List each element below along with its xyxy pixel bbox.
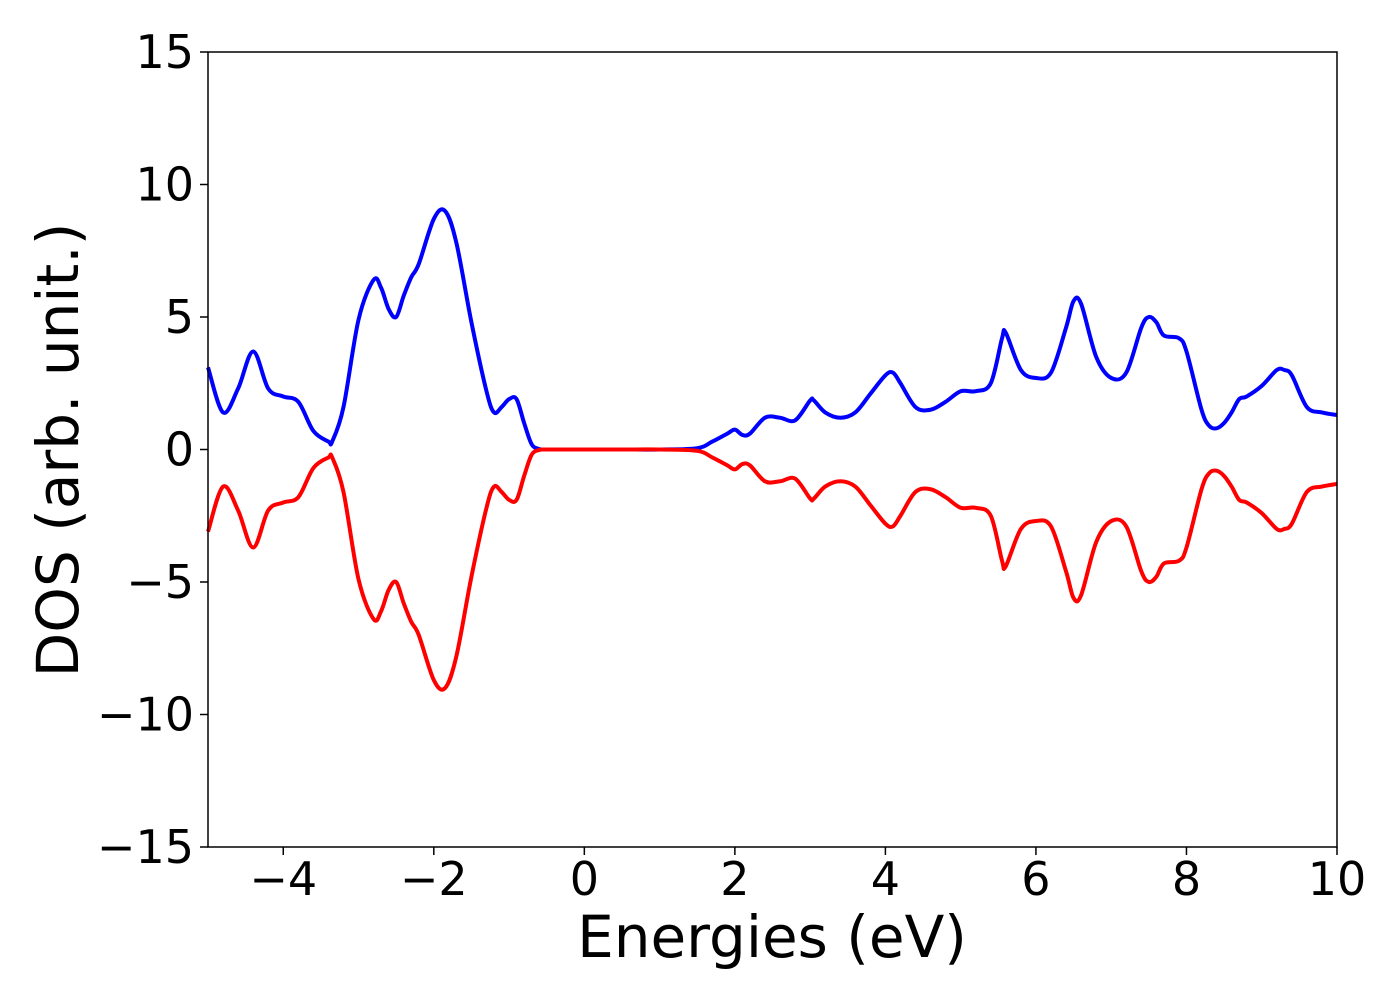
x-tick-label: 6 xyxy=(1021,852,1050,906)
x-axis: −4 −2 0 2 4 6 8 10 xyxy=(249,847,1366,906)
x-tick-label: 4 xyxy=(871,852,900,906)
y-axis: −15 −10 −5 0 5 10 15 xyxy=(97,25,208,874)
y-tick-label: 0 xyxy=(165,423,194,477)
plot-frame xyxy=(207,51,1338,848)
y-tick-label: −10 xyxy=(97,688,194,742)
y-axis-label: DOS (arb. unit.) xyxy=(24,223,92,678)
x-tick-label: −4 xyxy=(249,852,317,906)
x-tick-label: 0 xyxy=(570,852,599,906)
x-axis-label: Energies (eV) xyxy=(577,903,967,971)
y-tick-label: −15 xyxy=(97,820,194,874)
x-tick-label: 10 xyxy=(1308,852,1367,906)
x-tick-label: 8 xyxy=(1172,852,1201,906)
x-tick-label: 2 xyxy=(720,852,749,906)
y-tick-label: 10 xyxy=(135,158,194,212)
dos-spin-up-line xyxy=(206,207,1338,452)
y-tick-label: −5 xyxy=(126,555,194,609)
series-layer xyxy=(206,207,1338,692)
y-tick-label: 15 xyxy=(135,25,194,79)
dos-spin-down-line xyxy=(206,447,1338,692)
x-tick-label: −2 xyxy=(400,852,468,906)
y-tick-label: 5 xyxy=(165,290,194,344)
